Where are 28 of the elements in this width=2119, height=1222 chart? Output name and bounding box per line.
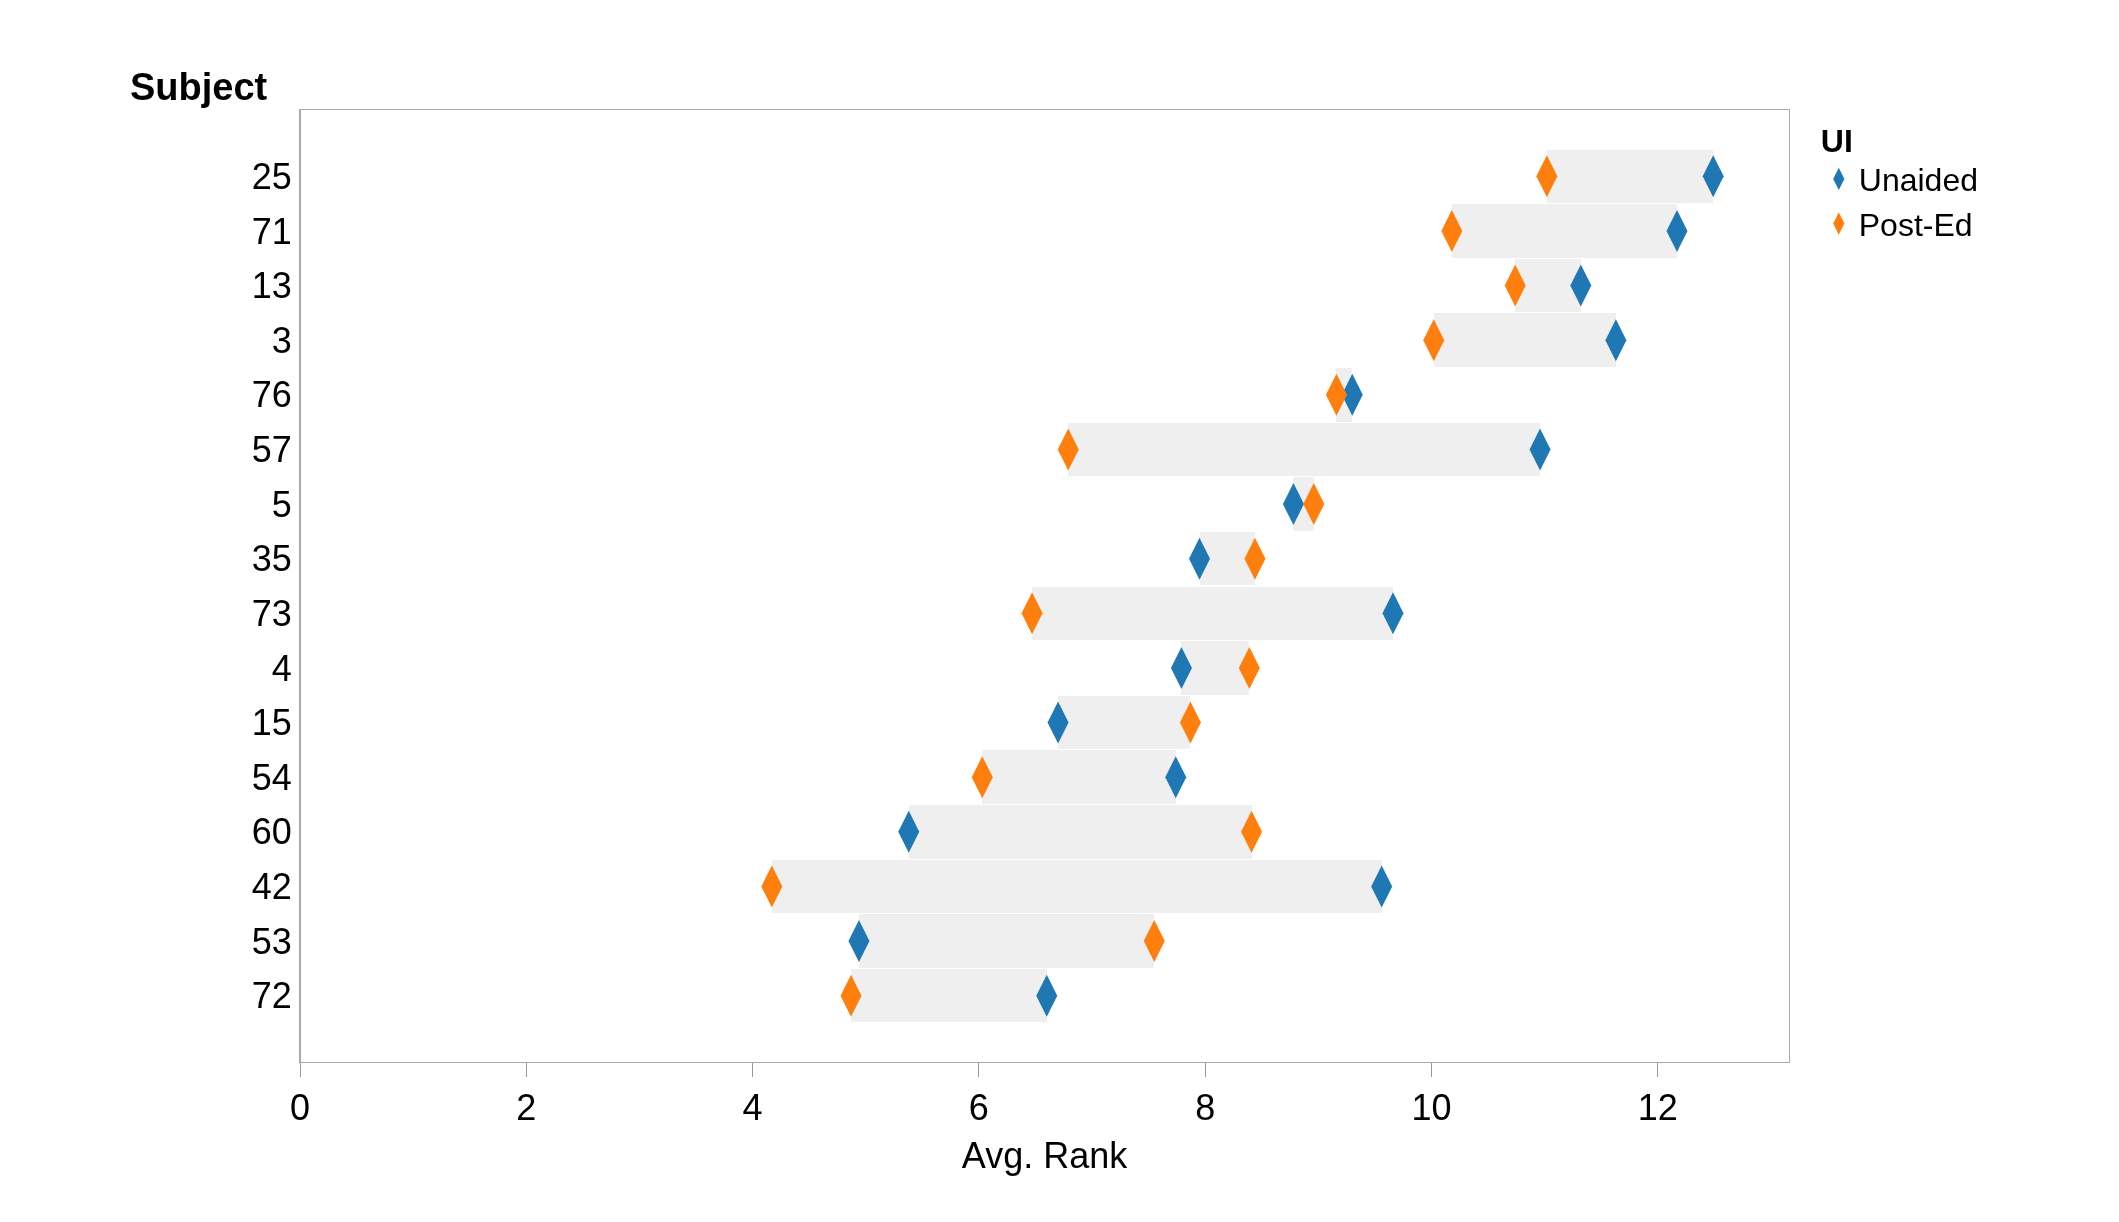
x-tick-label: 2 bbox=[516, 1087, 537, 1129]
y-tick-label: 53 bbox=[251, 920, 292, 962]
y-tick-label: 5 bbox=[271, 483, 292, 525]
y-tick-label: 71 bbox=[251, 210, 292, 252]
y-tick-label: 25 bbox=[251, 155, 292, 197]
y-tick-label: 3 bbox=[271, 319, 292, 361]
x-tick-label: 0 bbox=[289, 1087, 311, 1129]
y-tick-label: 35 bbox=[251, 538, 292, 580]
x-tick-label: 10 bbox=[1411, 1087, 1452, 1129]
y-tick-label: 72 bbox=[251, 975, 292, 1017]
y-tick-label: 76 bbox=[251, 374, 292, 416]
y-tick-label: 4 bbox=[271, 647, 292, 689]
x-tick-label: 4 bbox=[742, 1087, 763, 1129]
y-tick-label: 42 bbox=[251, 866, 292, 908]
legend-title: UI bbox=[1820, 122, 1853, 159]
y-tick-label: 73 bbox=[251, 592, 292, 634]
y-axis-title: Subject bbox=[130, 66, 268, 108]
y-tick-label: 13 bbox=[251, 265, 292, 307]
y-tick-label: 15 bbox=[251, 702, 292, 744]
x-tick-label: 12 bbox=[1637, 1087, 1678, 1129]
y-tick-label: 60 bbox=[251, 811, 292, 853]
legend-label: Post-Ed bbox=[1858, 206, 1973, 243]
x-tick-label: 6 bbox=[968, 1087, 989, 1129]
y-tick-label: 54 bbox=[251, 756, 292, 798]
legend-label: Unaided bbox=[1858, 162, 1978, 199]
x-tick-label: 8 bbox=[1195, 1087, 1216, 1129]
x-axis-title: Avg. Rank bbox=[961, 1134, 1129, 1176]
y-tick-label: 57 bbox=[251, 429, 292, 471]
